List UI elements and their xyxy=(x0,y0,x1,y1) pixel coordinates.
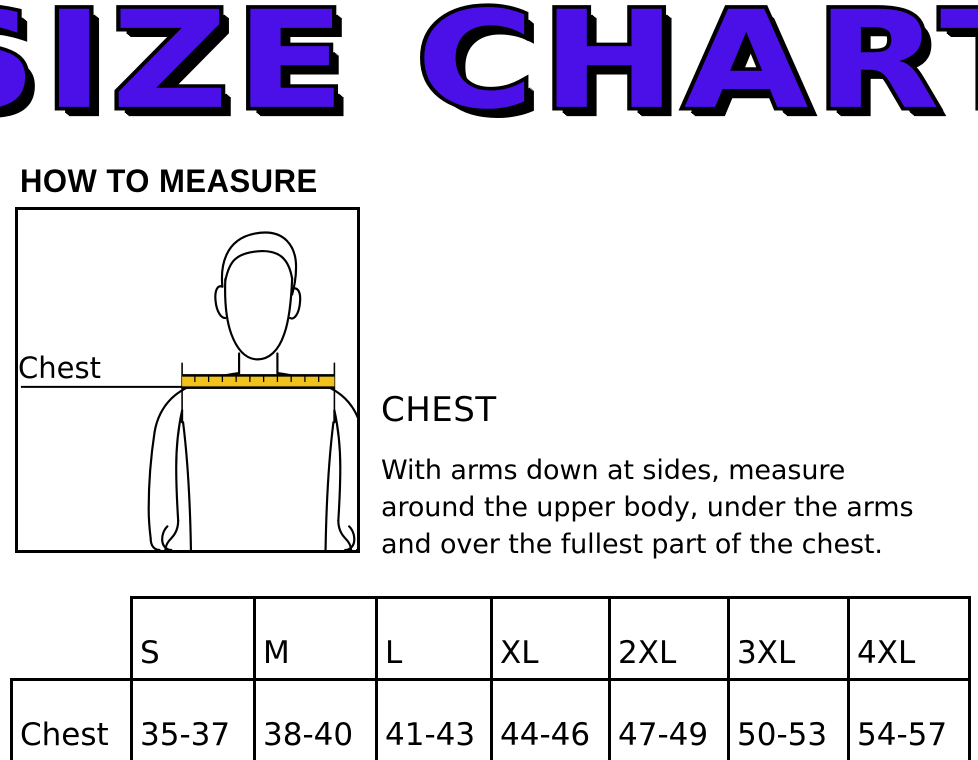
table-header-4xl: 4XL xyxy=(847,596,971,681)
table-header-2xl: 2XL xyxy=(608,596,730,681)
table-header-row: S M L XL 2XL 3XL 4XL xyxy=(12,596,971,681)
table-header-s: S xyxy=(130,596,256,681)
how-to-measure-heading: HOW TO MEASURE xyxy=(20,163,318,199)
table-header-m: M xyxy=(253,596,378,681)
chest-description-line-2: around the upper body, under the arms xyxy=(381,492,914,523)
table-row-label-chest: Chest xyxy=(10,678,133,760)
page-title-banner: SIZE CHART xyxy=(0,0,978,141)
table-header-l: L xyxy=(375,596,493,681)
table-cell-chest-s: 35-37 xyxy=(130,678,256,760)
table-corner-blank xyxy=(12,598,132,680)
table-cell-chest-xl: 44-46 xyxy=(490,678,611,760)
table-cell-chest-m: 38-40 xyxy=(253,678,378,760)
chest-description-line-1: With arms down at sides, measure xyxy=(381,455,846,486)
page-title: SIZE CHART xyxy=(0,0,978,141)
table-header-xl: XL xyxy=(490,596,611,681)
size-table: S M L XL 2XL 3XL 4XL Chest 35-37 38-40 4… xyxy=(10,596,971,760)
chest-description-line-3: and over the fullest part of the chest. xyxy=(381,529,883,560)
table-cell-chest-2xl: 47-49 xyxy=(608,678,730,760)
table-cell-chest-4xl: 54-57 xyxy=(847,678,971,760)
table-header-3xl: 3XL xyxy=(727,596,850,681)
chest-description-text: With arms down at sides, measure around … xyxy=(381,452,978,563)
measurement-illustration-box xyxy=(15,207,360,553)
male-torso-front-icon xyxy=(20,231,357,550)
chest-callout-label: Chest xyxy=(18,351,101,385)
chest-description-heading: CHEST xyxy=(381,390,497,430)
table-row: Chest 35-37 38-40 41-43 44-46 47-49 50-5… xyxy=(10,678,971,760)
table-cell-chest-l: 41-43 xyxy=(375,678,493,760)
table-cell-chest-3xl: 50-53 xyxy=(727,678,850,760)
measuring-tape-icon xyxy=(182,374,335,389)
